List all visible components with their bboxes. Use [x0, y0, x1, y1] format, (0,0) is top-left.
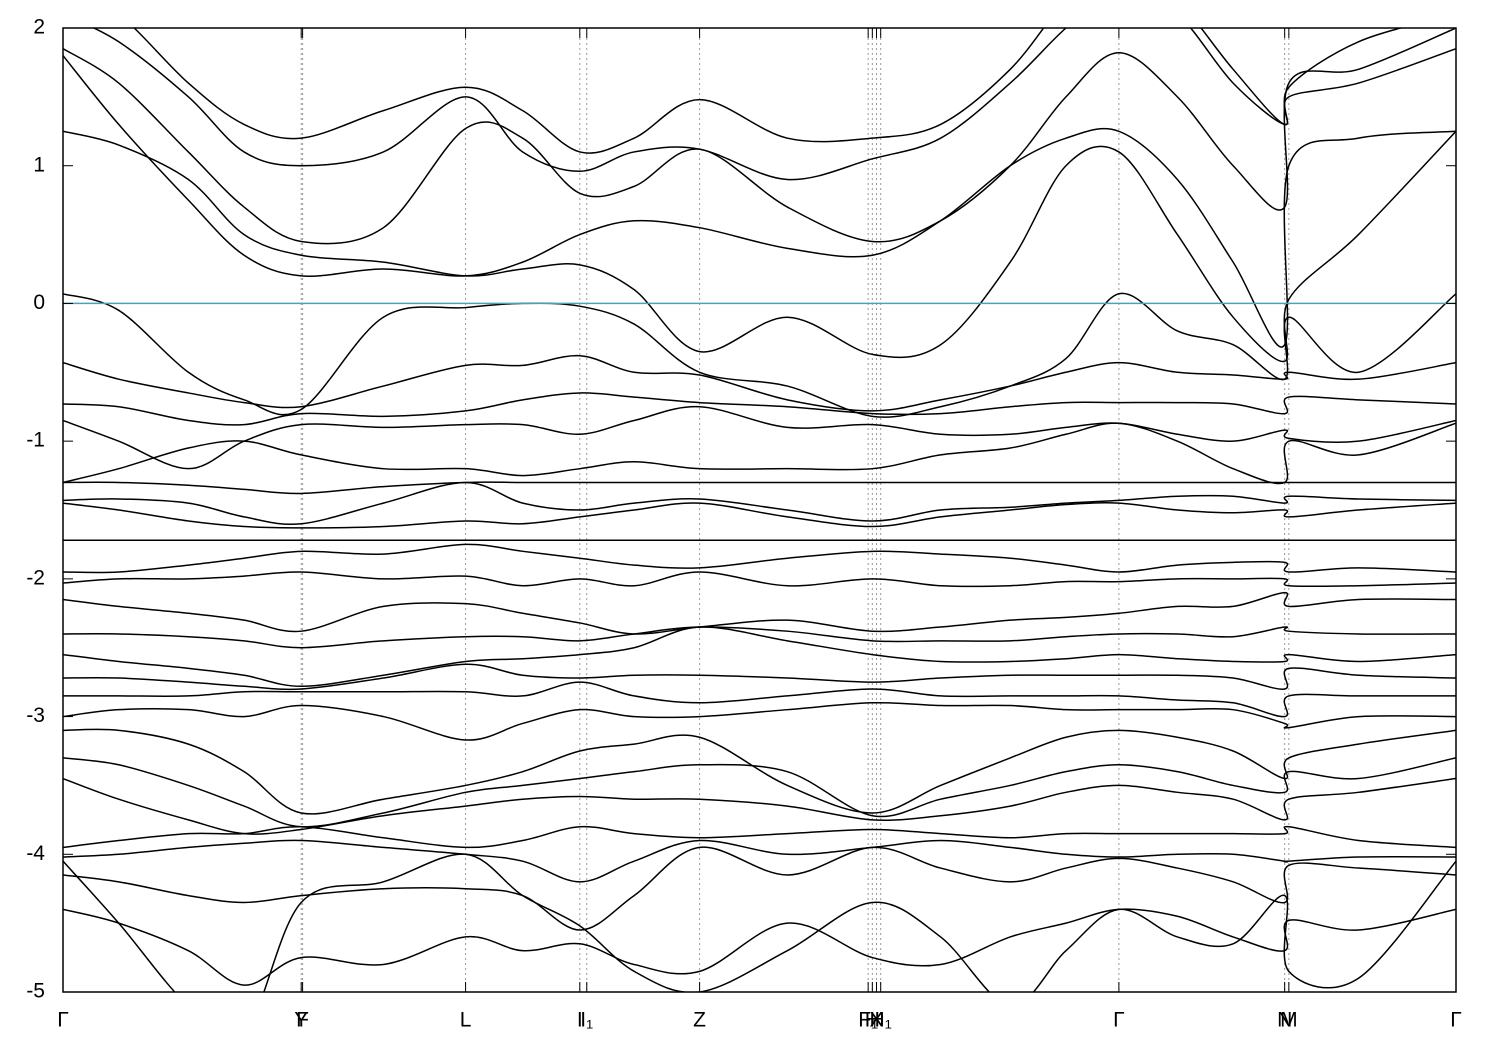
- bands: [63, 28, 1456, 992]
- band-line: [63, 626, 1456, 649]
- x-tick-label: H₁: [870, 1009, 892, 1032]
- x-tick-label: N: [1277, 1009, 1292, 1032]
- band-line: [63, 543, 1456, 574]
- x-tick-label: H: [865, 1009, 880, 1032]
- y-tick-label: -1: [26, 429, 45, 452]
- band-line: [63, 728, 1456, 815]
- x-tick-label: M: [1280, 1009, 1298, 1032]
- y-tick-label: 1: [33, 153, 45, 176]
- band-line: [63, 292, 1456, 418]
- x-tick-label: Y: [294, 1009, 308, 1032]
- x-tick-label: Γ: [1113, 1009, 1125, 1032]
- x-tick-label: F₁: [858, 1009, 878, 1032]
- x-tick-label: Γ: [1450, 1009, 1462, 1032]
- x-tick-label: I₁: [580, 1009, 593, 1032]
- x-tick-label: Z: [693, 1009, 706, 1032]
- band-line: [63, 502, 1456, 529]
- band-line: [63, 839, 1456, 883]
- y-tick-label: -3: [26, 704, 45, 727]
- band-line: [92, 28, 1456, 181]
- x-tick-label: F: [296, 1009, 309, 1032]
- x-tick-label: L: [460, 1009, 472, 1032]
- band-line: [133, 28, 1404, 154]
- band-line: [63, 757, 1456, 828]
- band-line: [63, 28, 1456, 245]
- y-tick-label: 2: [33, 16, 45, 39]
- band-line: [63, 405, 1456, 470]
- band-line: [63, 663, 1456, 691]
- x-tick-label: X: [870, 1009, 884, 1032]
- band-line: [63, 130, 1456, 363]
- band-line: [63, 355, 1456, 412]
- plot-frame: [62, 27, 1457, 993]
- y-tick-label: -2: [26, 566, 45, 589]
- band-line: [63, 853, 1456, 992]
- band-line: [63, 825, 1456, 849]
- y-tick-label: -4: [26, 842, 45, 865]
- band-line: [63, 571, 1456, 588]
- y-tick-label: -5: [26, 980, 45, 1003]
- band-line: [63, 846, 1456, 931]
- band-line: [63, 422, 1456, 485]
- x-tick-label: I: [577, 1009, 583, 1032]
- band-line: [63, 591, 1456, 635]
- band-line: [63, 481, 1456, 526]
- band-line: [63, 481, 1456, 495]
- band-line: [63, 681, 1456, 718]
- band-line: [63, 777, 1456, 835]
- band-line: [63, 701, 1456, 741]
- x-tick-label: Γ: [57, 1009, 69, 1032]
- y-tick-label: 0: [33, 291, 45, 314]
- band-line: [63, 392, 1456, 426]
- band-line: [63, 55, 1456, 348]
- band-line: [63, 626, 1456, 688]
- band-line: [63, 908, 1456, 986]
